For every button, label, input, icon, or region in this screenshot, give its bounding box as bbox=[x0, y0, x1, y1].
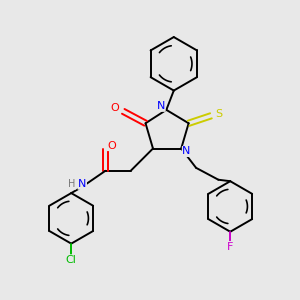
Text: S: S bbox=[215, 109, 222, 119]
Text: F: F bbox=[227, 242, 233, 252]
Text: N: N bbox=[78, 179, 86, 189]
Text: Cl: Cl bbox=[66, 255, 77, 265]
Text: O: O bbox=[111, 103, 119, 113]
Text: O: O bbox=[107, 140, 116, 151]
Text: N: N bbox=[157, 101, 165, 111]
Text: H: H bbox=[68, 179, 76, 189]
Text: N: N bbox=[182, 146, 191, 157]
